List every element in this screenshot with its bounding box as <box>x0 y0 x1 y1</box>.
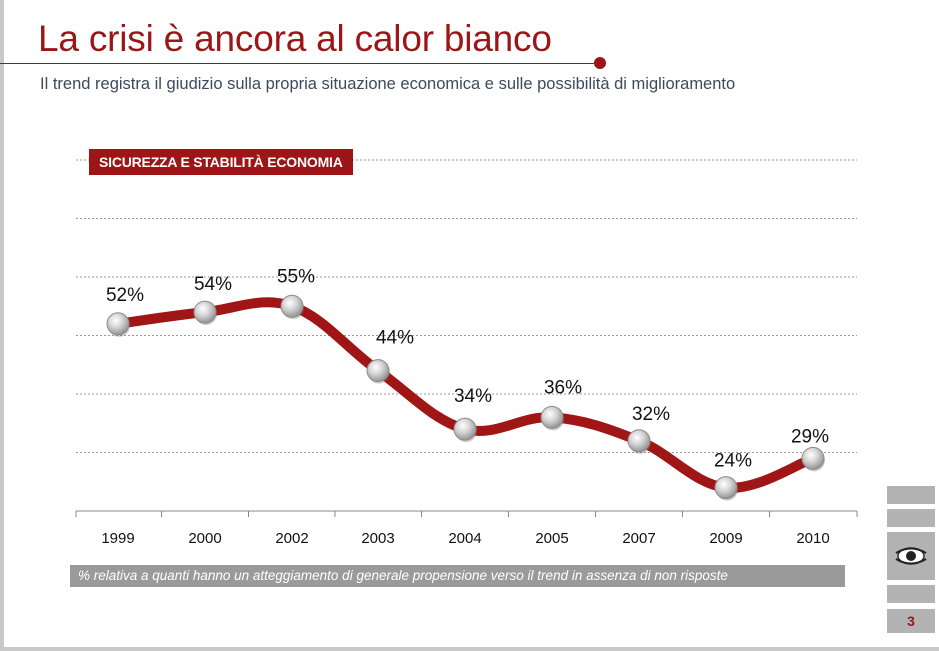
data-label: 34% <box>454 386 492 407</box>
title-underline <box>0 63 598 64</box>
x-tick-label: 2003 <box>361 530 394 547</box>
page-subtitle: Il trend registra il giudizio sulla prop… <box>40 75 736 93</box>
x-tick-label: 2005 <box>535 530 568 547</box>
title-dot <box>594 57 606 69</box>
data-point <box>106 312 130 336</box>
data-point <box>366 359 390 383</box>
data-point <box>193 300 217 324</box>
data-label: 52% <box>106 285 144 306</box>
x-tick-label: 2004 <box>448 530 481 547</box>
x-tick-label: 2010 <box>796 530 829 547</box>
data-label: 55% <box>277 266 315 287</box>
data-label: 36% <box>544 377 582 398</box>
x-tick-label: 2009 <box>709 530 742 547</box>
x-tick-label: 2007 <box>622 530 655 547</box>
data-label: 44% <box>376 328 414 349</box>
x-tick-label: 2000 <box>188 530 221 547</box>
data-point <box>801 446 825 470</box>
eye-logo-icon <box>895 547 927 565</box>
page-number: 3 <box>887 609 935 633</box>
bottom-frame <box>0 647 939 651</box>
data-label: 29% <box>791 426 829 447</box>
series-name-badge: SICUREZZA E STABILITÀ ECONOMIA <box>89 149 353 175</box>
footnote: % relativa a quanti hanno un atteggiamen… <box>70 565 845 587</box>
category-labels: 1999 2000 2002 2003 2004 2005 2007 2009 2010 <box>101 530 829 547</box>
page-title: La crisi è ancora al calor bianco <box>38 18 552 59</box>
x-tick-label: 2002 <box>275 530 308 547</box>
grid-lines <box>76 159 857 453</box>
data-label: 24% <box>714 451 752 472</box>
data-labels: 52% 54% 55% 44% 34% 36% 32% 24% 29% <box>106 266 829 471</box>
logo-box <box>887 532 935 580</box>
x-ticks <box>75 511 858 517</box>
data-point <box>280 294 304 318</box>
data-point <box>627 429 651 453</box>
side-bar-3 <box>887 585 935 603</box>
left-frame <box>0 0 4 651</box>
data-label: 54% <box>194 274 232 295</box>
side-bar-1 <box>887 486 935 504</box>
data-point <box>453 417 477 441</box>
x-tick-label: 1999 <box>101 530 134 547</box>
data-point <box>540 405 564 429</box>
data-label: 32% <box>632 404 670 425</box>
data-point <box>714 476 738 500</box>
markers <box>106 294 825 501</box>
side-bar-2 <box>887 509 935 527</box>
